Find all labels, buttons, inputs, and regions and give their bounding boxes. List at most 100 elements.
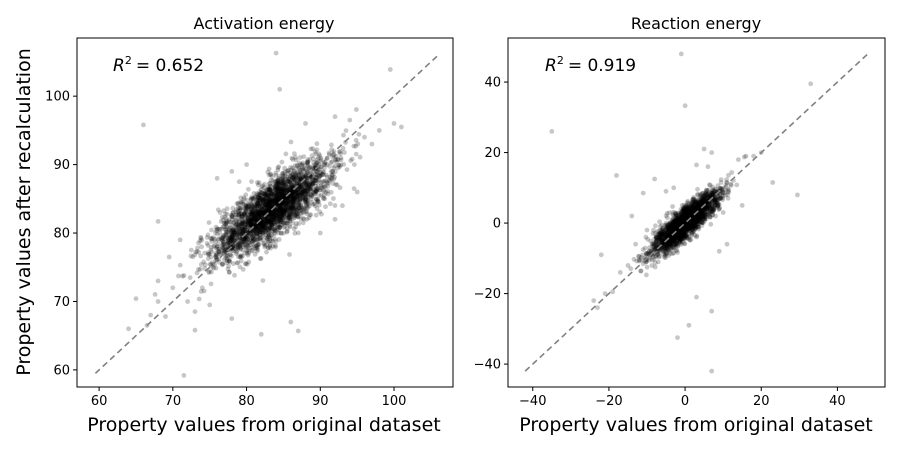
- data-point: [679, 214, 685, 220]
- data-point: [670, 220, 676, 226]
- data-point: [196, 240, 201, 246]
- data-point: [387, 67, 393, 72]
- data-point: [294, 194, 300, 200]
- data-point: [229, 230, 234, 236]
- data-point: [253, 203, 258, 209]
- data-point: [254, 201, 260, 207]
- data-point: [280, 186, 285, 191]
- data-point: [278, 187, 284, 193]
- data-point: [698, 210, 704, 216]
- data-point: [276, 230, 282, 236]
- data-point: [272, 213, 278, 219]
- data-point: [712, 195, 718, 201]
- data-point: [322, 178, 328, 184]
- data-point: [287, 184, 292, 190]
- data-point: [236, 244, 242, 250]
- data-point: [659, 239, 665, 245]
- data-point: [715, 204, 720, 210]
- data-point: [687, 237, 693, 243]
- data-point: [281, 225, 287, 230]
- data-point: [674, 235, 680, 240]
- data-point: [376, 127, 382, 133]
- data-point: [675, 217, 681, 222]
- data-point: [695, 217, 701, 222]
- data-point: [668, 244, 673, 250]
- data-point: [709, 192, 714, 197]
- data-point: [743, 153, 749, 159]
- data-point: [663, 250, 669, 256]
- data-point: [720, 190, 726, 196]
- data-point: [674, 235, 680, 241]
- data-point: [289, 195, 295, 201]
- data-point: [684, 223, 689, 229]
- data-point: [670, 225, 675, 231]
- data-point: [693, 216, 699, 221]
- data-point: [665, 223, 671, 229]
- data-point: [680, 219, 686, 225]
- data-point: [284, 200, 290, 206]
- data-point: [679, 220, 684, 225]
- data-point: [355, 141, 361, 147]
- data-point: [255, 209, 261, 215]
- data-point: [683, 212, 689, 217]
- data-point: [279, 219, 284, 225]
- data-point: [685, 212, 691, 218]
- data-point: [681, 215, 686, 221]
- data-point: [210, 264, 215, 270]
- data-point: [282, 205, 288, 211]
- data-point: [194, 248, 200, 254]
- data-point: [245, 236, 251, 242]
- data-point: [700, 211, 705, 217]
- data-point: [308, 196, 314, 202]
- data-point: [268, 188, 274, 194]
- data-point: [266, 201, 272, 206]
- data-point: [240, 253, 245, 259]
- data-point: [255, 180, 260, 185]
- data-point: [308, 188, 314, 194]
- data-point: [307, 179, 313, 185]
- data-point: [688, 212, 694, 218]
- data-point: [201, 259, 207, 265]
- data-point: [262, 188, 268, 194]
- data-point: [334, 182, 340, 188]
- data-point: [292, 194, 298, 200]
- data-point: [675, 231, 681, 237]
- data-point: [275, 180, 281, 186]
- data-point: [680, 211, 685, 217]
- data-point: [687, 223, 693, 228]
- data-point: [693, 227, 698, 232]
- data-point: [251, 210, 257, 216]
- data-point: [636, 257, 642, 263]
- data-point: [263, 201, 269, 206]
- data-point: [338, 157, 344, 163]
- data-point: [657, 219, 662, 225]
- data-point: [683, 232, 688, 238]
- data-point: [266, 186, 272, 192]
- data-point: [314, 141, 320, 147]
- data-point: [279, 191, 285, 197]
- data-point: [295, 186, 301, 192]
- data-point: [288, 165, 293, 170]
- data-point: [260, 220, 266, 225]
- data-point: [673, 220, 679, 226]
- data-point: [675, 231, 681, 237]
- data-point: [670, 236, 676, 242]
- data-point: [202, 262, 208, 268]
- data-point: [266, 234, 271, 240]
- data-point: [257, 221, 263, 227]
- data-point: [204, 235, 210, 240]
- data-point: [671, 250, 677, 256]
- data-point: [269, 191, 274, 197]
- data-point: [680, 219, 686, 225]
- data-point: [230, 227, 236, 233]
- data-point: [675, 222, 681, 228]
- data-point: [275, 181, 281, 187]
- data-point: [697, 193, 703, 199]
- data-point: [710, 200, 716, 206]
- data-point: [237, 205, 243, 211]
- data-point: [288, 210, 294, 216]
- data-point: [716, 206, 722, 212]
- data-point: [659, 231, 665, 237]
- data-point: [287, 179, 293, 185]
- data-point: [251, 243, 257, 249]
